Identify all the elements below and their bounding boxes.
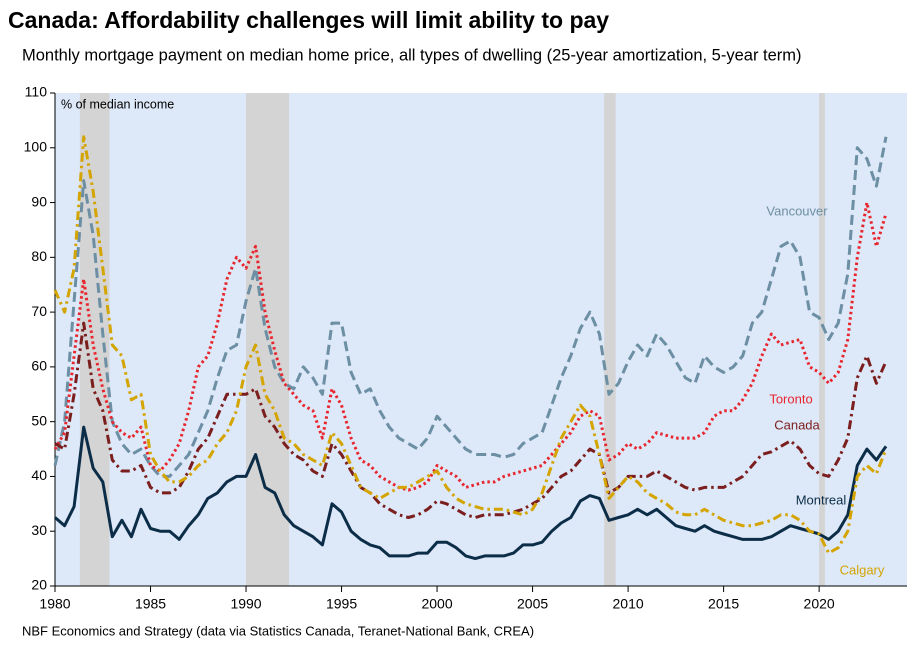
x-tick-label: 1990 <box>230 596 261 612</box>
series-line <box>54 321 888 519</box>
recession-shading <box>604 93 616 586</box>
series-label: Calgary <box>840 562 885 577</box>
x-tick-label: 2010 <box>613 596 644 612</box>
source-note: NBF Economics and Strategy (data via Sta… <box>22 623 534 638</box>
recession-shading <box>79 93 110 586</box>
y-tick-label: 70 <box>31 303 47 319</box>
x-tick-label: 1980 <box>39 596 70 612</box>
y-tick-label: 60 <box>31 358 47 374</box>
series-label: Toronto <box>769 391 812 406</box>
y-tick-label: 80 <box>31 248 47 264</box>
y-tick-label: 100 <box>24 138 48 154</box>
series-label: Montreal <box>796 492 847 507</box>
series-line <box>53 135 888 555</box>
recession-shading <box>819 93 825 586</box>
plot-background <box>55 93 907 586</box>
series-line <box>54 425 888 561</box>
y-tick-label: 50 <box>31 412 47 428</box>
y-tick-label: 110 <box>25 84 48 100</box>
series-line <box>53 136 888 478</box>
series-label: Canada <box>774 417 820 432</box>
x-tick-label: 2005 <box>517 596 548 612</box>
y-tick-label: 40 <box>31 467 47 483</box>
x-tick-label: 1995 <box>326 596 357 612</box>
y-tick-label: 90 <box>31 193 47 209</box>
x-tick-label: 1985 <box>135 596 166 612</box>
y-tick-label: 30 <box>31 522 47 538</box>
chart-title: Canada: Affordability challenges will li… <box>8 7 609 33</box>
x-tick-label: 2015 <box>708 596 739 612</box>
series-label: Vancouver <box>766 203 828 218</box>
x-tick-label: 2000 <box>421 596 452 612</box>
x-tick-label: 2020 <box>804 596 835 612</box>
chart-subtitle: Monthly mortgage payment on median home … <box>22 46 802 64</box>
y-tick-label: 20 <box>31 577 47 593</box>
y-axis-label: % of median income <box>61 97 174 111</box>
